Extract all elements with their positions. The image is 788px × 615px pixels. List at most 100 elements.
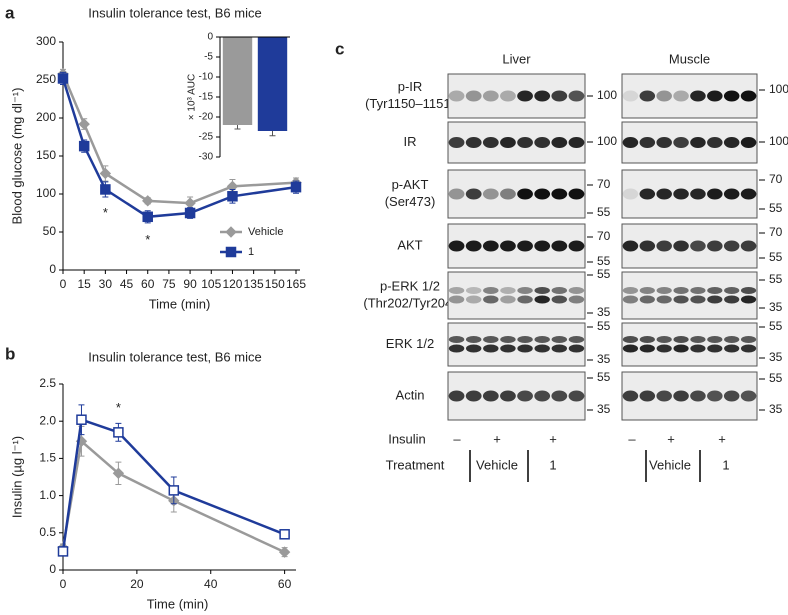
band [500, 295, 516, 304]
band [465, 90, 482, 102]
mw-label: 55 [597, 205, 611, 219]
band [639, 137, 656, 148]
band [483, 295, 499, 304]
x-tick-label: 30 [99, 277, 113, 291]
marker [290, 181, 302, 193]
y-tick-label: -25 [199, 132, 214, 143]
mw-label: 100 [769, 82, 788, 96]
x-tick-label: 105 [201, 277, 221, 291]
band [482, 137, 499, 148]
row-label: (Ser473) [385, 194, 436, 209]
band [740, 188, 757, 200]
band [448, 240, 465, 252]
band [690, 90, 706, 102]
band [639, 287, 655, 294]
band [639, 390, 656, 402]
band [482, 90, 499, 102]
band [534, 295, 550, 304]
y-tick-label: -5 [204, 52, 213, 63]
insulin-sign: – [453, 431, 461, 446]
row-label: p-IR [398, 79, 423, 94]
band [673, 295, 689, 304]
band [622, 390, 639, 402]
band [690, 344, 706, 353]
error-bar [234, 125, 241, 130]
panel-label: b [5, 344, 15, 363]
marker [99, 167, 112, 180]
band [690, 240, 706, 252]
mw-label: 55 [597, 370, 611, 384]
column-header: Muscle [669, 51, 710, 66]
treatment-name: 1 [549, 457, 556, 472]
band [690, 295, 706, 304]
mw-label: 35 [769, 350, 783, 364]
y-tick-label: 250 [36, 72, 56, 86]
band [517, 90, 533, 102]
band [707, 240, 723, 252]
band [740, 295, 757, 304]
band [707, 137, 723, 148]
band [639, 188, 656, 200]
mw-label: 55 [597, 267, 611, 281]
band [740, 90, 757, 102]
band [724, 344, 740, 353]
band [673, 390, 689, 402]
annotation: * [103, 205, 108, 220]
band [639, 336, 655, 343]
band [673, 287, 689, 294]
band [723, 137, 740, 148]
marker [113, 427, 124, 438]
band [448, 90, 465, 102]
band [465, 137, 482, 148]
mw-label: 100 [597, 134, 617, 148]
mw-label: 35 [597, 402, 611, 416]
y-tick-label: 2.5 [39, 376, 56, 390]
y-axis-label: × 10³ AUC [187, 74, 198, 120]
band [656, 188, 672, 200]
band [622, 90, 639, 102]
band [639, 240, 656, 252]
band [551, 188, 568, 200]
x-tick-label: 150 [265, 277, 285, 291]
y-tick-label: 1.5 [39, 451, 56, 465]
band [551, 295, 568, 304]
band [551, 240, 568, 252]
band [690, 188, 706, 200]
band [656, 336, 672, 343]
row-label: Actin [396, 387, 425, 402]
marker [78, 118, 90, 130]
band [517, 240, 533, 252]
band [568, 188, 585, 200]
y-tick-label: 0 [49, 262, 56, 276]
band [707, 390, 723, 402]
band [707, 295, 723, 304]
band [707, 287, 723, 294]
band [448, 287, 465, 294]
band [622, 287, 639, 294]
x-tick-label: 0 [60, 277, 67, 291]
band [707, 336, 723, 343]
y-axis-label: Insulin (µg l⁻¹) [9, 436, 24, 518]
band [568, 240, 585, 252]
marker [112, 467, 125, 479]
mw-label: 55 [769, 371, 783, 385]
x-tick-label: 45 [120, 277, 134, 291]
legend-marker [225, 246, 237, 258]
band [517, 137, 533, 148]
band [534, 287, 550, 294]
band [500, 90, 516, 102]
y-tick-label: 2.0 [39, 413, 56, 427]
band [551, 336, 568, 343]
y-tick-label: -20 [199, 112, 214, 123]
band [517, 390, 533, 402]
band [465, 188, 482, 200]
y-tick-label: 200 [36, 110, 56, 124]
band [500, 240, 516, 252]
band [740, 390, 757, 402]
insulin-sign: – [628, 431, 636, 446]
band [534, 390, 551, 402]
legend-marker [225, 226, 237, 238]
panel-label: c [335, 39, 344, 58]
x-tick-label: 120 [222, 277, 242, 291]
band [551, 90, 568, 102]
